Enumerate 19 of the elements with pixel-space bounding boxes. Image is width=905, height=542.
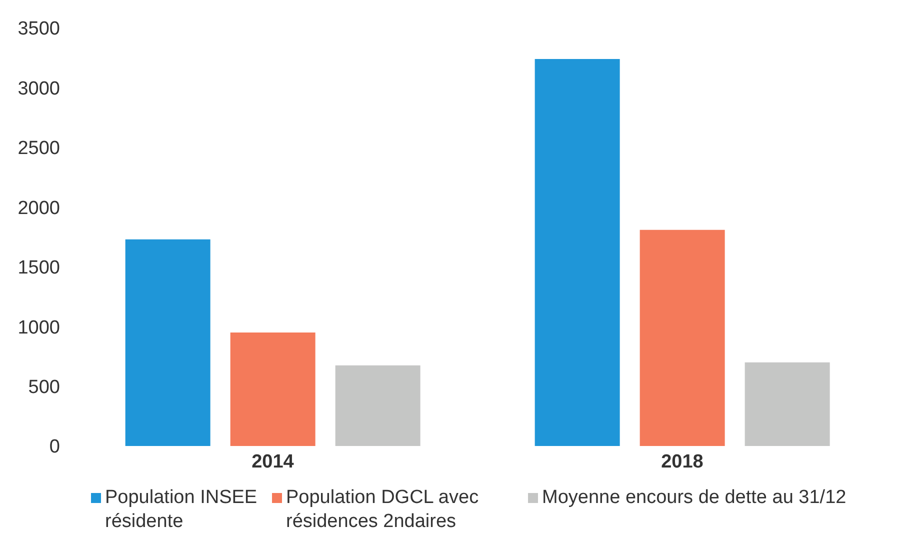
y-tick-label: 3500 [18, 18, 60, 40]
legend-label: Moyenne encours de dette au 31/12 [542, 486, 846, 510]
bar [640, 230, 725, 446]
y-tick-label: 500 [28, 377, 60, 398]
y-tick-label: 2500 [18, 138, 60, 160]
bar [744, 362, 830, 446]
bar [230, 332, 316, 446]
y-tick-label: 1500 [18, 258, 60, 279]
bar [125, 239, 210, 446]
x-tick-label: 2018 [661, 451, 704, 472]
y-tick-label: 1000 [18, 317, 60, 338]
legend-label: Population DGCL avec résidences 2ndaires [286, 486, 480, 534]
legend-label: Population INSEE résidente [105, 486, 258, 534]
y-tick-label: 3000 [18, 78, 60, 100]
y-tick-label: 0 [49, 436, 60, 458]
y-tick-label: 2000 [18, 198, 60, 219]
bar [335, 365, 420, 446]
x-tick-label: 2014 [252, 451, 294, 472]
bar [534, 59, 620, 446]
